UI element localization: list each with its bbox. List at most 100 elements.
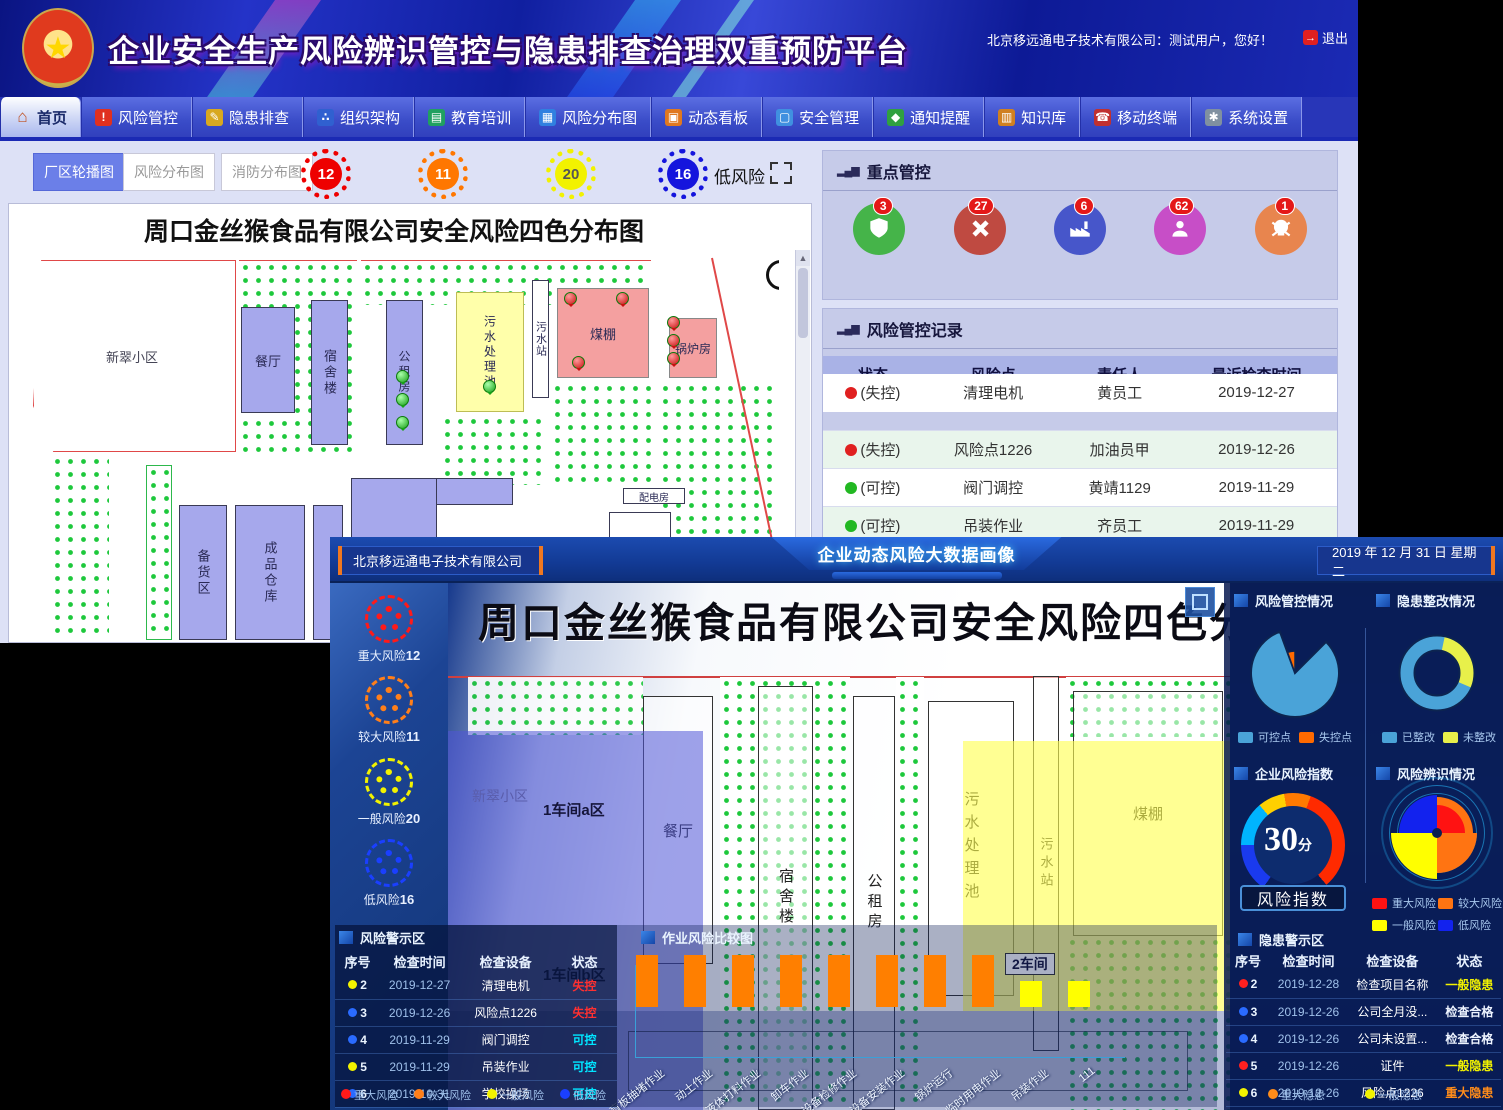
company-chip: 北京移远通电子技术有限公司 — [338, 546, 543, 575]
key-control-item-1[interactable]: 3 — [831, 197, 927, 263]
logout-button[interactable]: → 退出 — [1302, 28, 1348, 47]
map-building-warehouse: 成品仓库 — [235, 505, 305, 640]
tab-风险分布图[interactable]: ▦ 风险分布图 — [525, 97, 652, 137]
key-control-item-2[interactable]: 27 — [932, 197, 1028, 263]
tab-label: 系统设置 — [1228, 109, 1289, 127]
column-header: 序号 — [344, 954, 371, 970]
view-button-fire-map[interactable]: 消防分布图 — [221, 153, 313, 191]
red-risk-pin[interactable] — [616, 292, 629, 307]
scrollbar-thumb[interactable] — [798, 268, 808, 338]
table-row: 3 2019-12-26 风险点1226 失控 — [335, 999, 617, 1027]
view-button-risk-map[interactable]: 风险分布图 — [123, 153, 215, 191]
bar-锅炉运行[interactable] — [924, 955, 946, 1007]
table-row: 4 2019-11-29 阀门调控 可控 — [335, 1026, 617, 1054]
column-header: 检查设备 — [479, 954, 532, 970]
key-control-item-4[interactable]: 62 — [1132, 197, 1228, 263]
view-button-plant-carousel[interactable]: 厂区轮播图 — [33, 153, 125, 191]
job-risk-chart-panel: 作业风险比较图 盲板抽堵作业 动土作业 液体打料作业 卸车作业 设备检修作业 设备安装作业… — [608, 925, 1217, 1110]
red-risk-pin[interactable] — [667, 352, 680, 367]
hazard-warning-table: 序号 检查时间 检查设备 状态 2 2019-12-28 检查项目名称 一般隐患 3 2019-1… — [1226, 949, 1501, 1107]
key-control-item-3[interactable]: 6 — [1032, 197, 1128, 263]
legend-item: 可控点 — [1238, 729, 1291, 745]
tab-系统设置[interactable]: ✱ 系统设置 — [1191, 97, 1303, 137]
bar-设备检修作业[interactable] — [828, 955, 850, 1007]
status-cell: 可控 — [552, 1026, 617, 1054]
knowledge-icon: ▥ — [998, 108, 1016, 126]
tab-动态看板[interactable]: ▣ 动态看板 — [651, 97, 763, 137]
status-cell: (失控) — [823, 374, 923, 413]
map-building-outline — [628, 1031, 1188, 1091]
rectify-donut-chart — [1398, 634, 1476, 712]
tab-隐患排查[interactable]: ✎ 隐患排查 — [192, 97, 304, 137]
legend-item: 一般风险 — [487, 1087, 544, 1103]
risk-level-1: 重大风险12 — [330, 595, 448, 664]
device-cell: 公司全月没... — [1347, 998, 1438, 1026]
map-toolbar: 厂区轮播图 风险分布图 消防分布图 12 11 20 16 低风险 — [8, 145, 812, 200]
map-overlay-workshop2: 2车间 — [963, 741, 1230, 1011]
status-cell: 失控 — [552, 999, 617, 1027]
fullscreen-icon[interactable] — [770, 162, 792, 184]
tab-组织架构[interactable]: ∴ 组织架构 — [303, 97, 415, 137]
map-green-area — [441, 415, 546, 485]
risk-level-label: 一般风险20 — [357, 811, 421, 826]
bar-动土作业[interactable] — [684, 955, 706, 1007]
risk-warning-title-text: 风险警示区 — [360, 931, 426, 946]
risk-control-pie-chart — [1250, 630, 1340, 719]
map-label-workshop1a: 1车间a区 — [543, 802, 605, 819]
scroll-up-arrow[interactable]: ▲ — [796, 250, 810, 266]
red-risk-pin[interactable] — [564, 292, 577, 307]
risk-control-icon: ! — [95, 108, 113, 126]
red-risk-pin[interactable] — [572, 356, 585, 371]
time-cell: 2019-12-26 — [1270, 998, 1347, 1026]
green-risk-pin[interactable] — [483, 380, 496, 395]
risk-index-button[interactable]: 风险指数 — [1240, 885, 1346, 911]
time-cell: 2019-12-26 — [1270, 1052, 1347, 1080]
table-row: 2 2019-12-28 检查项目名称 一般隐患 — [1226, 971, 1501, 999]
risk-point-cell: 清理电机 — [922, 374, 1064, 413]
time-cell: 2019-11-29 — [380, 1053, 460, 1081]
risk-count-value: 12 — [310, 158, 342, 190]
risk-count-value: 11 — [427, 158, 459, 190]
risk-map-icon: ▦ — [539, 108, 557, 126]
tab-移动终端[interactable]: ☎ 移动终端 — [1080, 97, 1192, 137]
map-building-dorm: 宿舍楼 — [311, 300, 348, 445]
seq-cell: 3 — [1226, 998, 1270, 1026]
bar-临时用电作业[interactable] — [972, 955, 994, 1007]
wrench-icon: 27 — [953, 197, 1006, 255]
risk-records-scroller[interactable]: 状态 风险点 责任人 最近检查时间 (失控) 清理电机 黄员工 2019-12-27 (失控) 风… — [823, 356, 1337, 643]
tab-通知提醒[interactable]: ◆ 通知提醒 — [873, 97, 985, 137]
bar-111[interactable] — [1068, 981, 1090, 1007]
column-header: 状态 — [1456, 953, 1483, 969]
risk-count-badge: 16 — [658, 149, 708, 199]
green-risk-pin[interactable] — [396, 393, 409, 408]
bar-吊装作业[interactable] — [1020, 981, 1042, 1007]
green-risk-pin[interactable] — [396, 416, 409, 431]
green-risk-pin[interactable] — [396, 370, 409, 385]
bar-设备安装作业[interactable] — [876, 955, 898, 1007]
tab-教育培训[interactable]: ▤ 教育培训 — [414, 97, 526, 137]
red-risk-pin[interactable] — [667, 316, 680, 331]
risk-point-cell: 风险点1226 — [922, 430, 1064, 469]
tab-label: 动态看板 — [688, 109, 749, 127]
key-control-item-5[interactable]: 1 — [1233, 197, 1329, 263]
map-expand-icon[interactable] — [1185, 587, 1215, 617]
bar-液体打料作业[interactable] — [732, 955, 754, 1007]
tab-风险管控[interactable]: ! 风险管控 — [81, 97, 193, 137]
legend-item: 较大风险 — [1438, 895, 1502, 911]
current-date: 2019 年 12 月 31 日 星期二 — [1332, 544, 1477, 579]
tab-首页[interactable]: ⌂ 首页 — [0, 97, 82, 137]
map-green-area — [468, 677, 643, 735]
red-risk-pin[interactable] — [667, 334, 680, 349]
bar-卸车作业[interactable] — [780, 955, 802, 1007]
bar-盲板抽堵作业[interactable] — [636, 955, 658, 1007]
app-title: 企业安全生产风险辨识管控与隐患排查治理双重预防平台 — [108, 34, 908, 69]
nav-underline — [0, 137, 1358, 141]
seq-cell: 5 — [335, 1053, 381, 1081]
tab-安全管理[interactable]: ▢ 安全管理 — [762, 97, 874, 137]
skull-icon: 1 — [1254, 197, 1307, 255]
tab-知识库[interactable]: ▥ 知识库 — [984, 97, 1081, 137]
risk-warning-title: 风险警示区 — [335, 925, 617, 950]
risk-warning-table: 序号 检查时间 检查设备 状态 2 2019-12-27 清理电机 失控 3 2019-12-26… — [335, 950, 617, 1108]
panel-bars-icon: ▂▄▆ — [837, 323, 860, 335]
dashboard-right-region: 风险管控情况 可控点 失控点 隐患整改情况 已整改 未整改 企业风险指数 30分 风… — [1224, 583, 1503, 1110]
